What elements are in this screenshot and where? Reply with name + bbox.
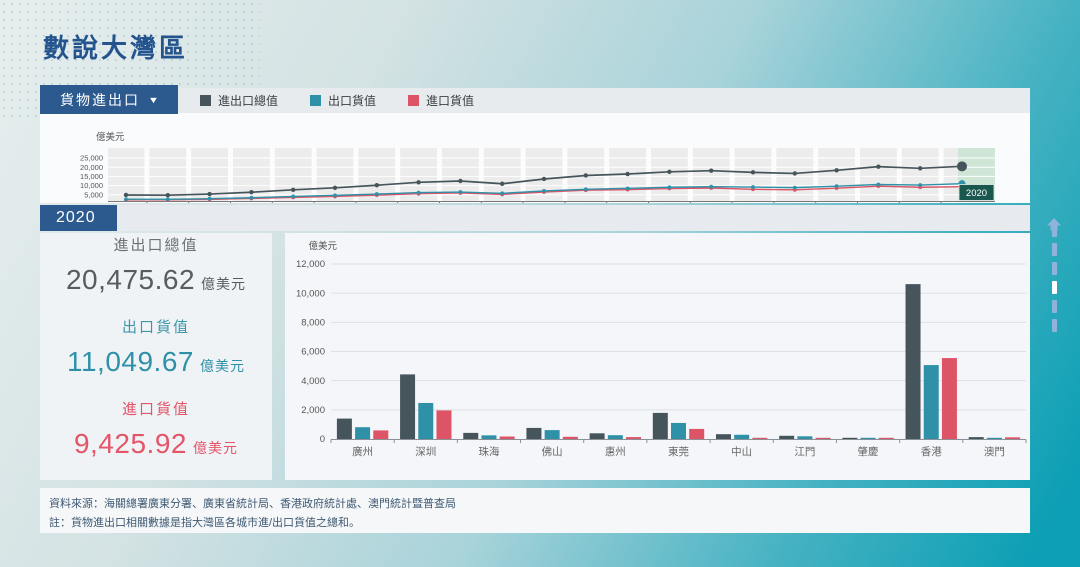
stat-unit: 億美元 <box>192 439 238 456</box>
bar-chart-card: 億美元 0 2,000 4,000 6,000 8,000 10,000 12,000 廣州 深圳… <box>285 233 1030 480</box>
legend-item-2[interactable]: 進口貨值 <box>408 92 474 109</box>
legend-label: 進口貨值 <box>426 94 475 108</box>
chevron-down-icon: ▼ <box>147 94 160 105</box>
svg-text:東莞: 東莞 <box>668 445 689 458</box>
stat-unit: 億美元 <box>199 357 245 374</box>
legend-item-1[interactable]: 出口貨值 <box>310 92 376 109</box>
source-text: 資料來源：海關總署廣東分署、廣東省統計局、香港政府統計處、澳門統計暨普查局 <box>49 498 456 510</box>
svg-text:12,000: 12,000 <box>296 259 325 270</box>
svg-text:廣州: 廣州 <box>352 445 373 458</box>
legend-swatch <box>310 95 322 106</box>
svg-text:珠海: 珠海 <box>478 445 499 458</box>
bar-chart[interactable]: 億美元 0 2,000 4,000 6,000 8,000 10,000 12,000 廣州 深圳… <box>285 233 1030 480</box>
svg-text:深圳: 深圳 <box>415 446 436 458</box>
legend-swatch <box>200 95 211 106</box>
legend-label: 出口貨值 <box>328 94 377 108</box>
legend-bar: 進出口總值 出口貨值 進口貨值 <box>40 88 1030 113</box>
stat-block-2: 進口貨值 9,425.92 億美元 <box>66 398 246 460</box>
svg-text:佛山: 佛山 <box>542 445 563 458</box>
svg-text:億美元: 億美元 <box>96 131 125 143</box>
stat-label: 進口貨值 <box>121 400 190 418</box>
stat-label: 進出口總值 <box>113 236 199 254</box>
svg-text:澳門: 澳門 <box>984 445 1005 458</box>
svg-text:8,000: 8,000 <box>301 318 325 329</box>
svg-text:25,000: 25,000 <box>80 154 103 163</box>
svg-text:2,000: 2,000 <box>301 405 325 416</box>
svg-text:億美元: 億美元 <box>308 240 337 252</box>
legend-swatch <box>408 95 420 106</box>
stats-panel: 進出口總值 20,475.62 億美元 出口貨值 11,049.67 億美元 進口貨值 9,4… <box>40 233 272 480</box>
svg-text:2020: 2020 <box>966 188 987 199</box>
svg-text:江門: 江門 <box>794 446 815 458</box>
svg-text:20,000: 20,000 <box>80 163 103 172</box>
page-title: 數說大灣區 <box>43 33 189 63</box>
dropdown-label: 貨物進出口 <box>60 91 141 108</box>
scroll-segment-1[interactable] <box>1051 243 1057 256</box>
stat-value: 20,475.62 <box>65 263 196 295</box>
legend-label: 進出口總值 <box>218 94 279 108</box>
svg-text:10,000: 10,000 <box>80 181 103 190</box>
stat-unit: 億美元 <box>201 275 247 292</box>
year-badge: 2020 <box>40 205 117 231</box>
filter-icon[interactable] <box>40 211 54 225</box>
svg-text:香港: 香港 <box>921 446 942 458</box>
legend-item-0[interactable]: 進出口總值 <box>200 92 278 109</box>
footnotes: 資料來源：海關總署廣東分署、廣東省統計局、香港政府統計處、澳門統計暨普查局 註：… <box>40 488 1030 533</box>
scroll-segment-5[interactable] <box>1051 319 1057 332</box>
category-dropdown[interactable]: 貨物進出口 ▼ <box>40 85 178 114</box>
scroll-top-icon[interactable] <box>1046 218 1062 231</box>
timeline-card: 5,000 10,000 15,000 20,000 25,000 億美元 2020 <box>40 113 1030 203</box>
stat-value: 9,425.92 <box>73 427 187 459</box>
svg-text:4,000: 4,000 <box>301 376 325 387</box>
svg-text:0: 0 <box>320 434 325 445</box>
stat-value: 11,049.67 <box>66 345 194 377</box>
stat-block-1: 出口貨值 11,049.67 億美元 <box>66 316 246 378</box>
svg-text:10,000: 10,000 <box>296 288 325 299</box>
svg-text:肇慶: 肇慶 <box>858 445 879 458</box>
svg-text:惠州: 惠州 <box>605 445 626 458</box>
svg-text:6,000: 6,000 <box>301 347 325 358</box>
stat-block-0: 進出口總值 20,475.62 億美元 <box>66 234 246 296</box>
scroll-segment-4[interactable] <box>1051 300 1057 313</box>
note-text: 註：貨物進出口相關數據是指大灣區各城市進/出口貨值之總和。 <box>49 517 361 529</box>
scroll-segment-2[interactable] <box>1051 262 1057 275</box>
scroll-segment-3[interactable] <box>1051 281 1057 294</box>
year-selector-bar: 2020 <box>40 205 1030 231</box>
svg-text:15,000: 15,000 <box>80 172 103 181</box>
chart-legend: 進出口總值 出口貨值 進口貨值 <box>200 92 474 109</box>
scroll-indicator[interactable] <box>1046 218 1062 360</box>
svg-text:5,000: 5,000 <box>84 190 103 199</box>
stat-label: 出口貨值 <box>121 318 190 336</box>
svg-text:中山: 中山 <box>731 445 752 458</box>
